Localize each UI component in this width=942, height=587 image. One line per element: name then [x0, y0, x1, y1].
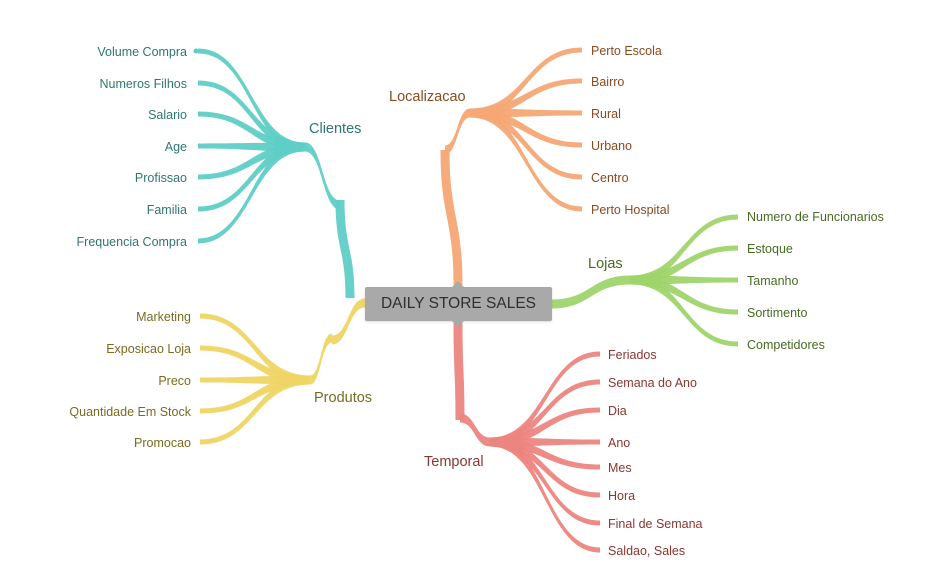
connector-temporal-leaf	[490, 407, 600, 447]
connector-clientes-leaf	[198, 111, 305, 152]
connector-temporal-leaf	[490, 379, 600, 447]
leaf-clientes[interactable]: Frequencia Compra	[76, 235, 187, 249]
leaf-localizacao[interactable]: Urbano	[591, 139, 632, 153]
connector-produtos-curve	[310, 333, 332, 385]
connector-produtos-trunk	[332, 298, 365, 345]
connector-clientes-leaf	[198, 142, 305, 244]
leaf-clientes[interactable]: Salario	[148, 108, 187, 122]
connector-temporal-leaf	[490, 351, 600, 447]
connector-clientes-leaf	[198, 142, 305, 212]
connector-temporal-leaf	[490, 437, 600, 553]
leaf-produtos[interactable]: Quantidade Em Stock	[69, 405, 191, 419]
leaf-lojas[interactable]: Tamanho	[747, 274, 799, 288]
connector-clientes-curve	[305, 142, 340, 210]
leaf-temporal[interactable]: Dia	[608, 404, 627, 418]
connector-produtos-leaf	[200, 313, 310, 385]
connector-clientes-leaf	[198, 80, 305, 152]
group-lojas[interactable]: Lojas	[588, 256, 623, 272]
leaf-temporal[interactable]: Hora	[608, 489, 636, 503]
connector-temporal-leaf	[490, 437, 600, 498]
leaf-clientes[interactable]: Profissao	[134, 171, 187, 185]
leaf-produtos[interactable]: Preco	[158, 374, 191, 388]
leaf-localizacao[interactable]: Perto Escola	[591, 44, 662, 58]
connector-end-dot	[193, 48, 199, 54]
connector-lojas-leaf	[630, 245, 738, 285]
leaf-temporal[interactable]: Mes	[608, 461, 632, 475]
leaf-temporal[interactable]: Semana do Ano	[608, 376, 697, 390]
leaf-localizacao[interactable]: Rural	[591, 107, 621, 121]
connector-localizacao-leaf	[470, 78, 582, 118]
leaf-localizacao[interactable]: Perto Hospital	[591, 203, 670, 217]
connector-localizacao-leaf	[470, 108, 582, 180]
connector-produtos-leaf	[200, 375, 310, 445]
connector-localizacao-trunk	[440, 150, 463, 285]
leaf-produtos[interactable]: Marketing	[136, 310, 191, 324]
connector-localizacao-leaf	[470, 47, 582, 118]
leaf-lojas[interactable]: Estoque	[747, 242, 793, 256]
leaf-temporal[interactable]: Feriados	[608, 348, 657, 362]
connector-temporal-trunk	[453, 322, 465, 420]
leaf-lojas[interactable]: Competidores	[747, 338, 825, 352]
leaf-temporal[interactable]: Saldao, Sales	[608, 544, 686, 558]
root-notch-top-icon	[452, 281, 464, 287]
leaf-localizacao[interactable]: Bairro	[591, 75, 625, 89]
connector-localizacao-curve	[445, 108, 470, 155]
root-notch-bottom-icon	[452, 321, 464, 327]
root-label: DAILY STORE SALES	[380, 295, 537, 312]
leaf-clientes[interactable]: Volume Compra	[97, 45, 187, 59]
leaf-produtos[interactable]: Exposicao Loja	[106, 342, 191, 356]
leaf-temporal[interactable]: Ano	[608, 436, 631, 450]
leaf-lojas[interactable]: Numero de Funcionarios	[747, 210, 884, 224]
leaf-clientes[interactable]: Numeros Filhos	[99, 77, 187, 91]
connector-produtos-leaf	[200, 345, 310, 385]
root-node[interactable]: DAILY STORE SALES	[365, 287, 552, 321]
leaf-clientes[interactable]: Familia	[146, 203, 187, 217]
connector-temporal-curve	[460, 413, 490, 447]
leaf-produtos[interactable]: Promocao	[134, 436, 191, 450]
connector-temporal-leaf	[490, 437, 600, 526]
group-clientes[interactable]: Clientes	[309, 121, 362, 137]
leaf-temporal[interactable]: Final de Semana	[608, 517, 703, 531]
group-temporal[interactable]: Temporal	[424, 454, 484, 470]
connector-localizacao-leaf	[470, 108, 582, 212]
group-localizacao[interactable]: Localizacao	[389, 89, 466, 105]
connector-lojas-trunk	[552, 275, 630, 309]
leaf-localizacao[interactable]: Centro	[591, 171, 629, 185]
connector-lojas-leaf	[630, 214, 738, 285]
connector-lojas-leaf	[630, 275, 738, 347]
connector-clientes-leaf	[198, 48, 305, 152]
leaf-clientes[interactable]: Age	[164, 140, 187, 154]
group-produtos[interactable]: Produtos	[314, 390, 373, 406]
connector-clientes-trunk	[335, 200, 355, 298]
leaf-lojas[interactable]: Sortimento	[747, 306, 808, 320]
